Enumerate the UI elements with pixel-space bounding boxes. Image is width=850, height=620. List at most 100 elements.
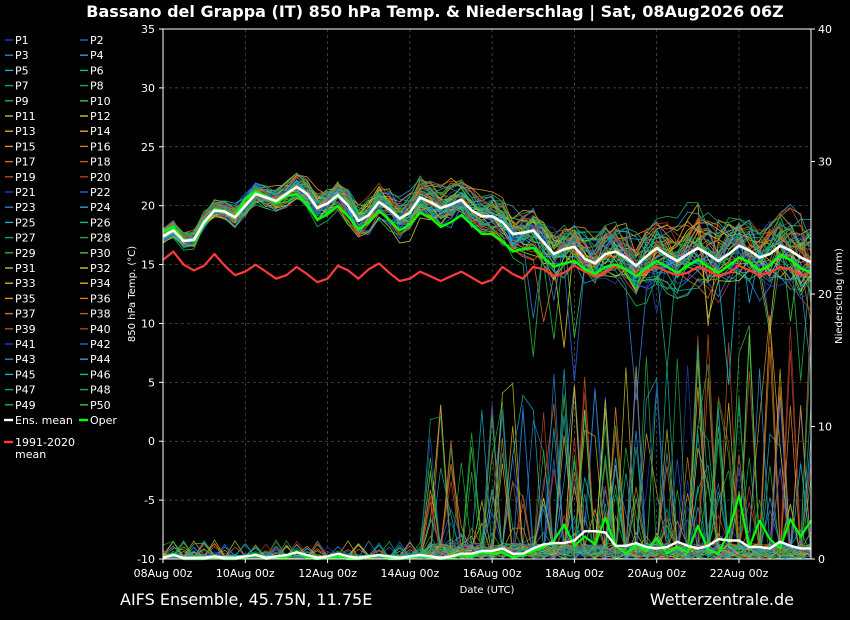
y2-tick-label: 40 <box>818 23 832 36</box>
member-temp-line-P13 <box>162 172 812 327</box>
x-tick-label: 18Aug 00z <box>545 567 604 580</box>
legend-label: P6 <box>90 64 104 77</box>
legend-label: P38 <box>90 308 111 321</box>
legend-label: P34 <box>90 277 111 290</box>
legend-label: P35 <box>15 292 36 305</box>
member-temp-line-P48 <box>162 182 812 265</box>
legend-label: P14 <box>90 125 111 138</box>
legend-label: P29 <box>15 247 36 260</box>
x-tick-label: 22Aug 00z <box>710 567 769 580</box>
y-tick-label: 0 <box>148 435 155 448</box>
legend-label: P48 <box>90 384 111 397</box>
legend-label: P30 <box>90 247 111 260</box>
y-axis-left: 35 30 25 20 15 10 5 0 -5 -10 <box>137 23 163 566</box>
y-axis-left-label: 850 hPa Temp. (°C) <box>127 246 138 342</box>
x-tick-label: 16Aug 00z <box>463 567 522 580</box>
legend-label: P24 <box>90 201 111 214</box>
member-temp-line-P44 <box>162 189 812 304</box>
legend-label: P23 <box>15 201 36 214</box>
legend-label: P28 <box>90 232 111 245</box>
ens-mean-precip-line <box>162 530 811 559</box>
y-tick-label: 25 <box>141 141 155 154</box>
x-tick-label: 14Aug 00z <box>380 567 439 580</box>
legend-label: P47 <box>15 384 36 397</box>
legend-label: P32 <box>90 262 111 275</box>
legend-label: P1 <box>15 34 29 47</box>
legend-label: P22 <box>90 186 111 199</box>
y2-tick-label: 0 <box>818 553 825 566</box>
legend-label: P16 <box>90 140 111 153</box>
legend-label: P25 <box>15 216 36 229</box>
legend-label: P41 <box>15 338 36 351</box>
y-axis-right-label: Niederschlag (mm) <box>834 248 845 344</box>
x-axis: 08Aug 00z 10Aug 00z 12Aug 00z 14Aug 00z 16Au… <box>134 559 769 580</box>
member-temp-line-P46 <box>162 180 812 295</box>
y2-tick-label: 30 <box>818 156 832 169</box>
legend-label: P9 <box>15 95 29 108</box>
legend-label: P7 <box>15 80 29 93</box>
legend-label: P17 <box>15 156 36 169</box>
x-axis-label: Date (UTC) <box>460 585 515 596</box>
y-tick-label: 35 <box>141 23 155 36</box>
legend-label: P37 <box>15 308 36 321</box>
legend-label: P45 <box>15 368 36 381</box>
member-temp-line-P47 <box>162 172 812 286</box>
y-axis-right: 40 30 20 10 0 <box>811 23 832 566</box>
legend-label: P13 <box>15 125 36 138</box>
legend-label: P8 <box>90 80 104 93</box>
member-temp-line-P50 <box>162 186 812 338</box>
legend-label: P50 <box>90 399 111 412</box>
chart-title: Bassano del Grappa (IT) 850 hPa Temp. & … <box>86 2 783 22</box>
main-lines <box>162 185 812 561</box>
ens-mean-temp-line <box>162 185 812 268</box>
y-tick-label: 30 <box>141 82 155 95</box>
legend-label-ens-mean: Ens. mean <box>15 414 73 427</box>
legend-label: P27 <box>15 232 36 245</box>
legend-label: P12 <box>90 110 111 123</box>
legend-label: P3 <box>15 49 29 62</box>
legend-label: P4 <box>90 49 104 62</box>
oper-precip-line <box>162 494 812 561</box>
x-tick-label: 08Aug 00z <box>134 567 193 580</box>
legend-label: P36 <box>90 292 111 305</box>
x-tick-label: 20Aug 00z <box>627 567 686 580</box>
legend-label: P26 <box>90 216 111 229</box>
legend-label: P15 <box>15 140 36 153</box>
legend-label: P31 <box>15 262 36 275</box>
y-tick-label: -5 <box>144 494 155 507</box>
clim-mean-temp-line <box>162 250 812 285</box>
legend-label: P42 <box>90 338 111 351</box>
y-tick-label: 15 <box>141 259 155 272</box>
y2-tick-label: 20 <box>818 288 832 301</box>
legend-label: P21 <box>15 186 36 199</box>
member-temp-line-P41 <box>162 178 812 300</box>
x-tick-label: 12Aug 00z <box>298 567 357 580</box>
legend-label: P19 <box>15 171 36 184</box>
legend-label: P11 <box>15 110 36 123</box>
legend-label: P49 <box>15 399 36 412</box>
y-tick-label: 10 <box>141 317 155 330</box>
legend-label: P33 <box>15 277 36 290</box>
member-precip-line-P28 <box>162 401 812 560</box>
legend-label: P46 <box>90 368 111 381</box>
footer-source: Wetterzentrale.de <box>650 590 794 609</box>
member-temp-line-P45 <box>162 179 812 275</box>
y-tick-label: 5 <box>148 376 155 389</box>
legend: P1 P2 P3 P4 P5 P6 P7 P8 P9 P10 P11 P12 P13 P14 P15 P16 P… <box>4 34 117 461</box>
legend-label-oper: Oper <box>90 414 117 427</box>
footer-model: AIFS Ensemble, 45.75N, 11.75E <box>120 590 372 609</box>
legend-label-clim: 1991-2020 mean <box>15 436 75 461</box>
legend-label: P44 <box>90 353 111 366</box>
legend-label: P39 <box>15 323 36 336</box>
legend-label: P10 <box>90 95 111 108</box>
legend-label: P2 <box>90 34 104 47</box>
legend-label: P18 <box>90 156 111 169</box>
y-tick-label: -10 <box>137 553 155 566</box>
member-precip-line-P42 <box>162 379 812 560</box>
x-tick-label: 10Aug 00z <box>216 567 275 580</box>
legend-label: P5 <box>15 64 29 77</box>
y2-tick-label: 10 <box>818 421 832 434</box>
legend-label: P43 <box>15 353 36 366</box>
y-tick-label: 20 <box>141 200 155 213</box>
